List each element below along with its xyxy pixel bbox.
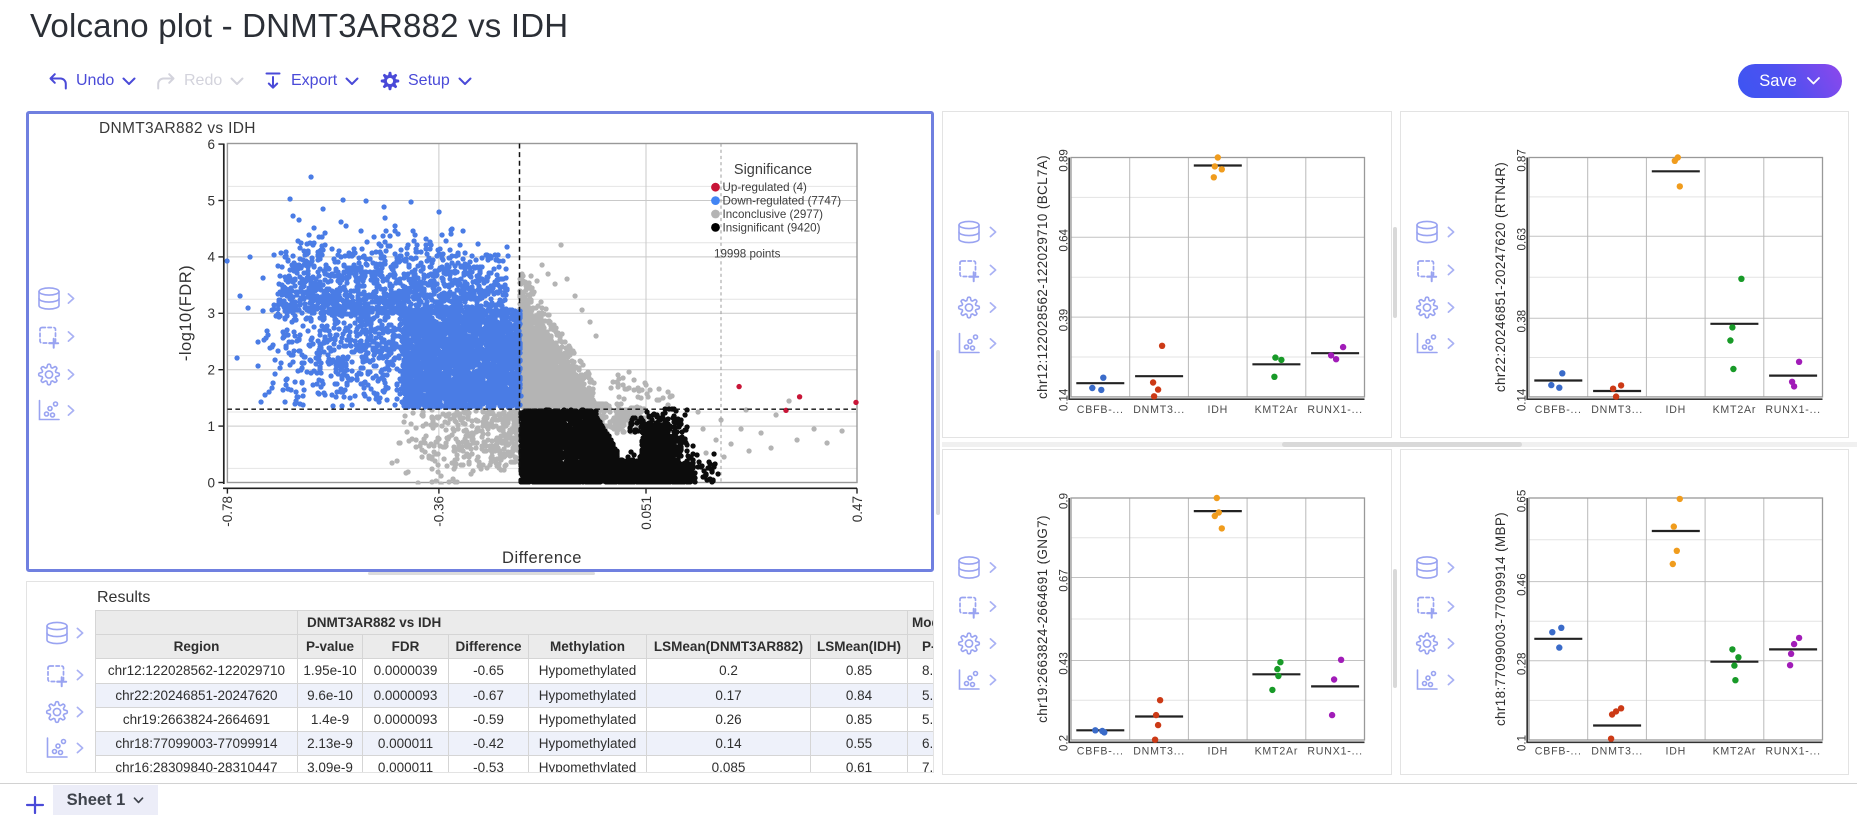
svg-text:KMT2Ar: KMT2Ar bbox=[1713, 746, 1757, 758]
svg-text:2: 2 bbox=[207, 363, 215, 378]
svg-text:-log10(FDR): -log10(FDR) bbox=[177, 265, 195, 361]
svg-text:0.14: 0.14 bbox=[1058, 388, 1071, 411]
svg-text:DNMT3AR882 vs IDH: DNMT3AR882 vs IDH bbox=[99, 120, 256, 137]
svg-text:0.87: 0.87 bbox=[1516, 149, 1529, 172]
svg-text:KMT2Ar: KMT2Ar bbox=[1255, 404, 1299, 416]
svg-text:chr19:2663824-2664691 (GNG7): chr19:2663824-2664691 (GNG7) bbox=[1035, 515, 1050, 723]
svg-text:-0.78: -0.78 bbox=[220, 496, 235, 527]
svg-text:chr18:77099003-77099914 (MBP): chr18:77099003-77099914 (MBP) bbox=[1493, 512, 1508, 726]
svg-text:0.43: 0.43 bbox=[1058, 652, 1071, 675]
svg-text:Inconclusive (2977): Inconclusive (2977) bbox=[723, 208, 824, 221]
svg-text:Difference: Difference bbox=[502, 549, 582, 567]
svg-text:RUNX1-...: RUNX1-... bbox=[1765, 404, 1820, 416]
svg-text:5: 5 bbox=[207, 193, 215, 208]
svg-text:DNMT3...: DNMT3... bbox=[1133, 404, 1185, 416]
svg-text:Significance: Significance bbox=[734, 162, 812, 178]
svg-text:0.64: 0.64 bbox=[1058, 228, 1071, 251]
svg-text:KMT2Ar: KMT2Ar bbox=[1255, 746, 1299, 758]
svg-text:Up-regulated (4): Up-regulated (4) bbox=[723, 181, 808, 194]
svg-text:IDH: IDH bbox=[1207, 746, 1228, 758]
svg-text:chr22:20246851-20247620 (RTN4R: chr22:20246851-20247620 (RTN4R) bbox=[1493, 162, 1508, 392]
svg-text:IDH: IDH bbox=[1665, 746, 1686, 758]
svg-text:0: 0 bbox=[207, 475, 215, 490]
svg-text:CBFB-...: CBFB-... bbox=[1077, 404, 1124, 416]
svg-text:RUNX1-...: RUNX1-... bbox=[1765, 746, 1820, 758]
svg-text:CBFB-...: CBFB-... bbox=[1535, 404, 1582, 416]
svg-text:0.65: 0.65 bbox=[1516, 490, 1529, 513]
svg-text:6: 6 bbox=[207, 137, 215, 152]
svg-text:0.1: 0.1 bbox=[1516, 735, 1529, 751]
svg-text:KMT2Ar: KMT2Ar bbox=[1713, 404, 1757, 416]
svg-text:DNMT3...: DNMT3... bbox=[1591, 404, 1643, 416]
svg-text:Down-regulated (7747): Down-regulated (7747) bbox=[723, 195, 842, 208]
svg-text:Insignificant (9420): Insignificant (9420) bbox=[723, 221, 821, 234]
svg-text:RUNX1-...: RUNX1-... bbox=[1307, 746, 1362, 758]
svg-text:0.2: 0.2 bbox=[1058, 735, 1071, 751]
svg-text:19998 points: 19998 points bbox=[714, 248, 781, 261]
svg-text:0.14: 0.14 bbox=[1516, 388, 1529, 411]
svg-text:0.46: 0.46 bbox=[1516, 573, 1529, 596]
svg-text:RUNX1-...: RUNX1-... bbox=[1307, 404, 1362, 416]
svg-text:0.28: 0.28 bbox=[1516, 653, 1529, 676]
svg-text:0.39: 0.39 bbox=[1058, 309, 1071, 332]
svg-text:0.67: 0.67 bbox=[1058, 569, 1071, 592]
svg-text:-0.36: -0.36 bbox=[432, 496, 447, 527]
svg-text:0.9: 0.9 bbox=[1058, 493, 1071, 509]
svg-text:IDH: IDH bbox=[1665, 404, 1686, 416]
svg-text:chr12:122028562-122029710 (BCL: chr12:122028562-122029710 (BCL7A) bbox=[1035, 155, 1050, 399]
svg-text:CBFB-...: CBFB-... bbox=[1535, 746, 1582, 758]
svg-text:3: 3 bbox=[207, 306, 215, 321]
svg-text:IDH: IDH bbox=[1207, 404, 1228, 416]
svg-text:CBFB-...: CBFB-... bbox=[1077, 746, 1124, 758]
svg-text:0.47: 0.47 bbox=[850, 496, 865, 522]
svg-text:4: 4 bbox=[207, 250, 215, 265]
svg-text:DNMT3...: DNMT3... bbox=[1591, 746, 1643, 758]
svg-text:DNMT3...: DNMT3... bbox=[1133, 746, 1185, 758]
svg-text:0.051: 0.051 bbox=[639, 496, 654, 530]
svg-text:1: 1 bbox=[207, 419, 215, 434]
svg-text:0.89: 0.89 bbox=[1058, 149, 1071, 172]
svg-text:0.63: 0.63 bbox=[1516, 228, 1529, 251]
svg-text:0.38: 0.38 bbox=[1516, 310, 1529, 333]
